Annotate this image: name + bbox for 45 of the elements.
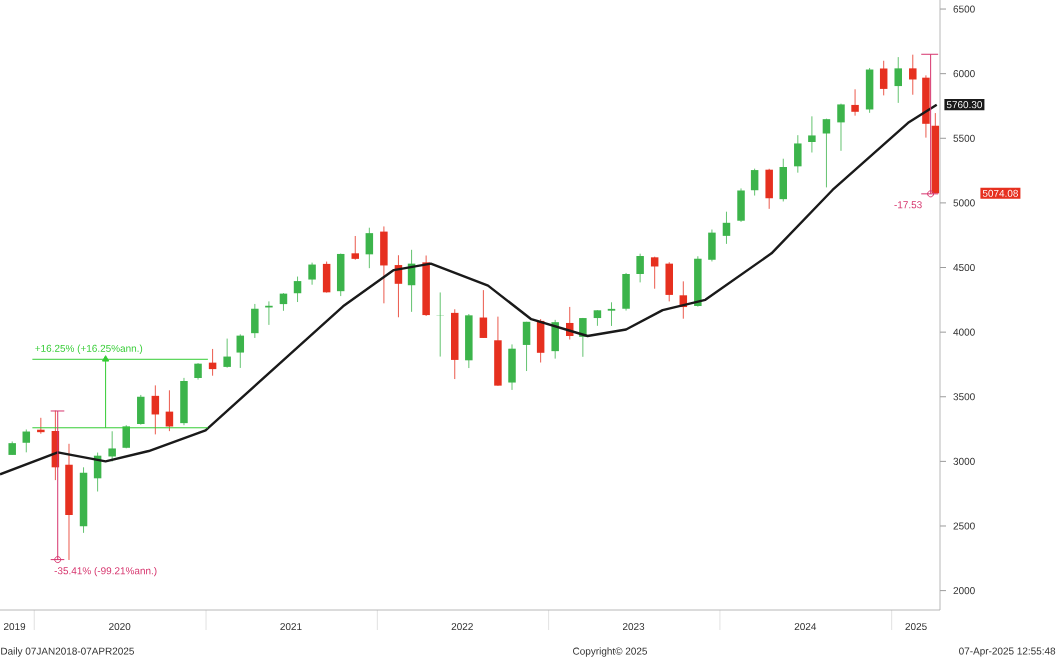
candlestick xyxy=(607,301,616,327)
candlestick xyxy=(308,262,316,286)
candlestick xyxy=(22,429,31,453)
candlestick xyxy=(894,56,902,104)
candlestick xyxy=(108,430,116,462)
candlestick xyxy=(551,319,559,360)
candlestick xyxy=(508,344,516,391)
candlestick xyxy=(293,276,302,303)
candlestick xyxy=(722,211,731,245)
candlestick xyxy=(750,168,759,196)
candlestick xyxy=(151,384,160,435)
candlestick xyxy=(365,227,374,269)
candlestick xyxy=(479,289,488,339)
candlestick xyxy=(708,229,716,262)
candlestick xyxy=(765,168,773,210)
candlestick xyxy=(251,303,259,339)
candlestick xyxy=(909,54,917,96)
candlestick xyxy=(837,103,845,152)
candlestick xyxy=(465,313,473,369)
line-series xyxy=(0,103,938,476)
candlestick xyxy=(622,272,630,311)
candlestick xyxy=(922,74,930,139)
candlestick xyxy=(694,255,702,308)
candlestick xyxy=(808,115,816,153)
candlestick xyxy=(779,158,788,202)
candlestick xyxy=(865,67,874,114)
candlestick xyxy=(322,261,331,293)
candlestick xyxy=(794,134,802,174)
candlestick xyxy=(636,253,644,283)
candlestick xyxy=(223,338,231,369)
candlestick xyxy=(380,226,388,304)
candlestick xyxy=(137,394,145,426)
candlestick xyxy=(665,261,673,302)
candlestick xyxy=(451,308,459,380)
candlestick xyxy=(351,235,360,261)
candlestick xyxy=(236,333,245,369)
candlestick xyxy=(851,88,859,117)
candlestick xyxy=(737,188,745,223)
candlestick xyxy=(650,256,659,290)
candlestick xyxy=(822,118,831,188)
candlestick xyxy=(336,253,345,297)
candlestick xyxy=(879,60,888,96)
candlestick xyxy=(522,321,531,372)
candlestick xyxy=(180,377,188,426)
candlestick xyxy=(494,316,502,387)
